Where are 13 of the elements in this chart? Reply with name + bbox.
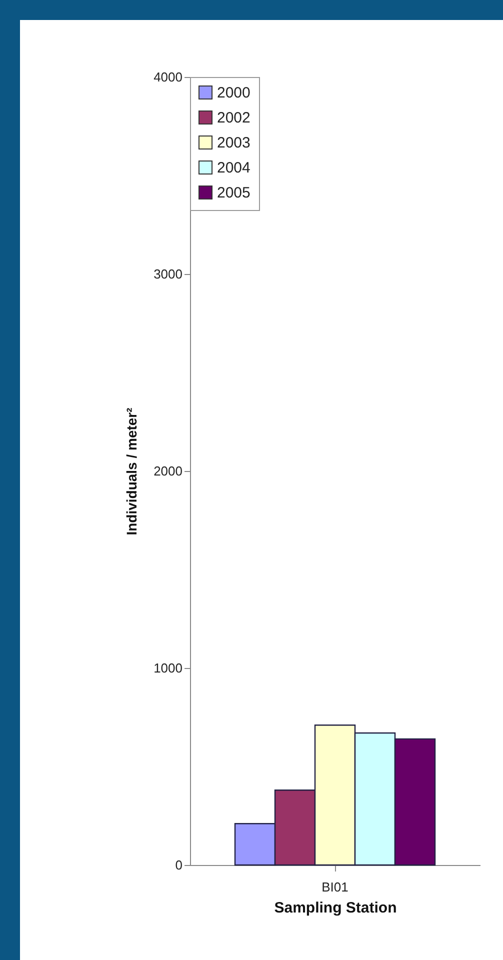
x-tick-label: BI01 xyxy=(322,880,348,894)
legend-label: 2000 xyxy=(217,84,250,102)
y-tick-label: 1000 xyxy=(154,660,182,676)
y-tick-label: 2000 xyxy=(154,464,182,478)
y-tick-label: 3000 xyxy=(154,266,182,282)
y-tick-label: 4000 xyxy=(154,70,182,84)
legend-label: 2002 xyxy=(217,110,250,126)
y-tick-label: 0 xyxy=(175,858,182,872)
x-axis-title: Sampling Station xyxy=(274,900,397,916)
legend-label: 2005 xyxy=(217,184,250,202)
y-axis-title: Individuals / meter² xyxy=(124,407,140,536)
legend-label: 2004 xyxy=(217,160,250,176)
legend-label: 2003 xyxy=(217,134,250,152)
